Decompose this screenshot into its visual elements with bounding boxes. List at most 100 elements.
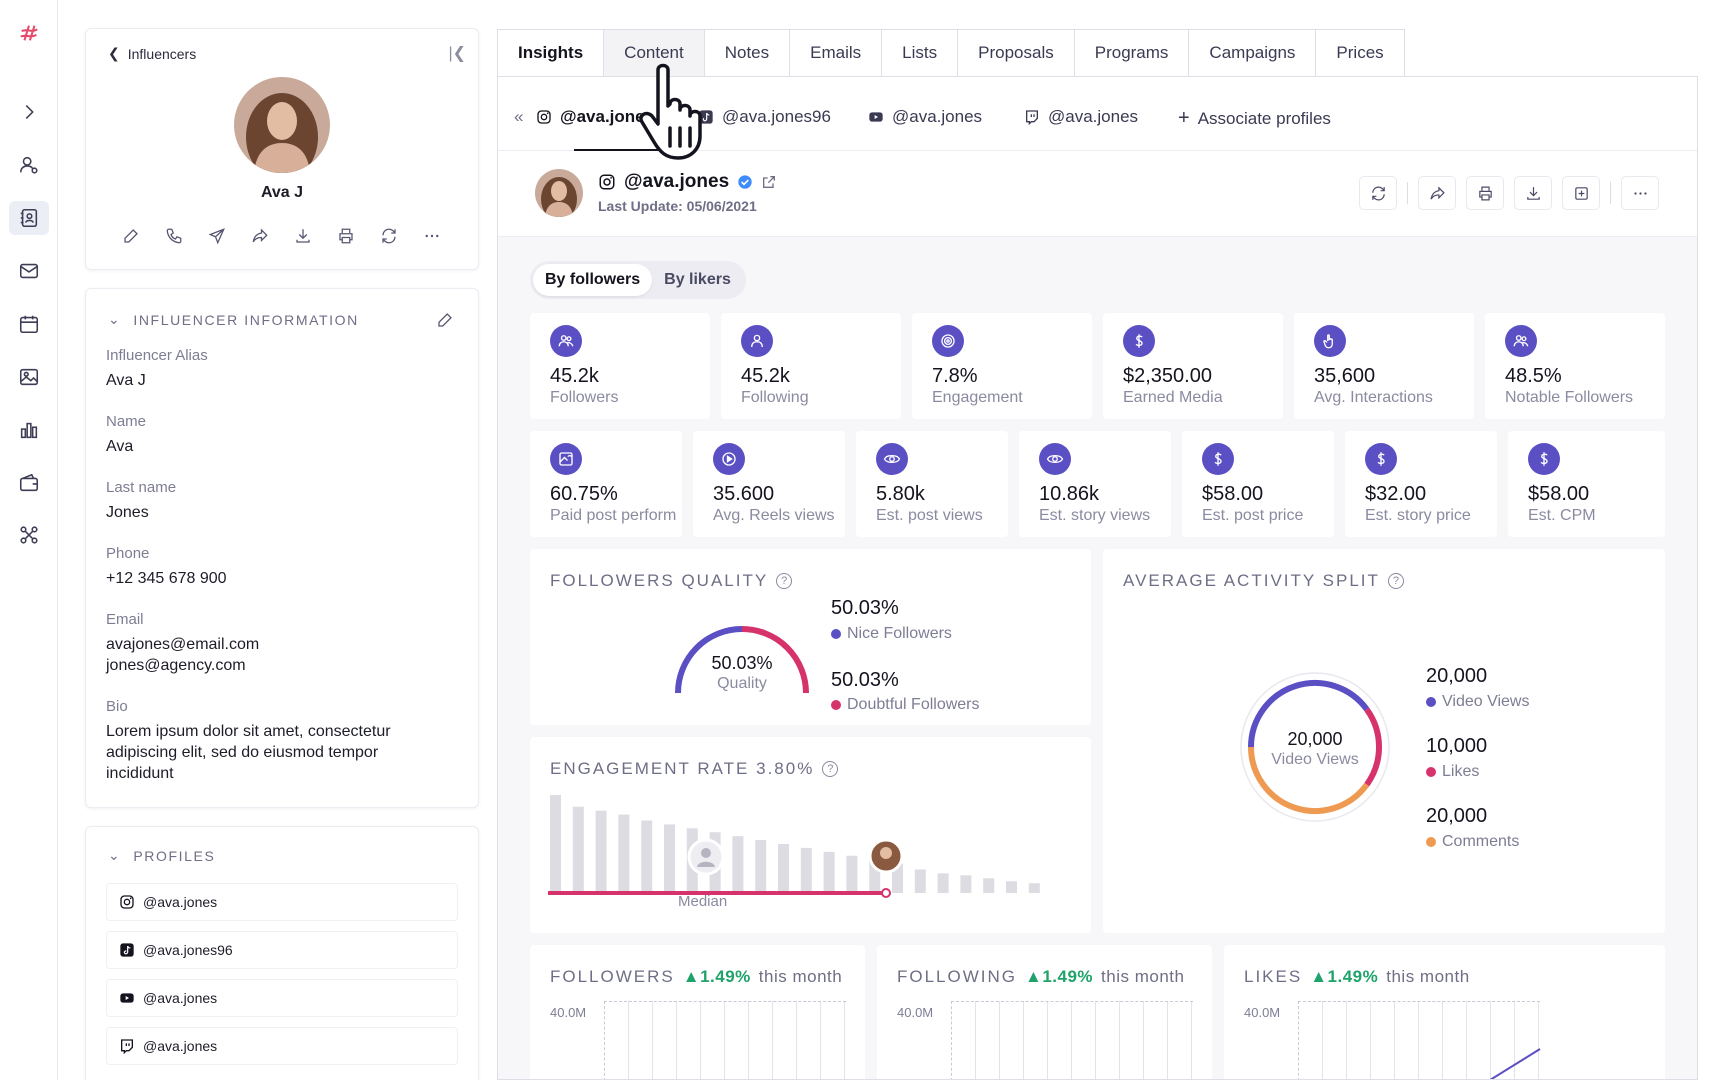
doubtful-followers-legend: Doubtful Followers xyxy=(831,696,980,714)
account-handle-text: @ava.jones xyxy=(624,171,730,192)
stat-value: 60.75% xyxy=(550,483,618,505)
field-value: Jones xyxy=(106,504,149,521)
phone-icon[interactable] xyxy=(163,225,185,247)
engagement-bar xyxy=(618,814,630,893)
image-icon[interactable] xyxy=(9,360,49,394)
median-person-body xyxy=(697,861,715,867)
avatar xyxy=(234,77,330,173)
change-suffix: this month xyxy=(1101,967,1185,986)
likes-legend: Likes xyxy=(1426,763,1479,781)
refresh-icon[interactable] xyxy=(378,225,400,247)
share-icon[interactable] xyxy=(1418,176,1456,210)
send-icon[interactable] xyxy=(206,225,228,247)
print-icon[interactable] xyxy=(1466,176,1504,210)
tab-campaigns[interactable]: Campaigns xyxy=(1189,29,1317,77)
following-icon xyxy=(741,325,773,357)
social-tab-twitch[interactable]: @ava.jones xyxy=(1024,107,1138,127)
social-tab-instagram[interactable]: @ava.jones xyxy=(536,107,654,127)
legend-dot xyxy=(1426,767,1436,777)
twitch-icon xyxy=(121,1039,133,1054)
profile-row-instagram[interactable]: @ava.jones xyxy=(106,883,458,921)
tab-prices[interactable]: Prices xyxy=(1316,29,1405,77)
median-person-icon xyxy=(701,848,711,858)
tab-programs[interactable]: Programs xyxy=(1074,29,1190,77)
collapse-panel-icon[interactable]: |❮ xyxy=(448,45,466,62)
quality-gauge xyxy=(675,626,809,694)
social-tab-youtube[interactable]: @ava.jones xyxy=(868,107,982,127)
wallet-icon[interactable] xyxy=(9,466,49,500)
stat-value: 5.80k xyxy=(876,483,925,505)
mini-chart-grid xyxy=(1298,1001,1540,1079)
eye-icon xyxy=(1039,443,1071,475)
share-icon[interactable] xyxy=(249,225,271,247)
engagement-bar xyxy=(595,810,607,893)
target-icon xyxy=(932,325,964,357)
stat-card-est-post-price: $58.00 Est. post price xyxy=(1182,431,1334,537)
instagram-icon xyxy=(120,895,134,909)
stat-label: Notable Followers xyxy=(1505,389,1634,406)
add-box-icon[interactable] xyxy=(1562,176,1600,210)
likes-value: 10,000 xyxy=(1426,735,1488,757)
more-icon[interactable] xyxy=(1621,176,1659,210)
integrations-icon[interactable] xyxy=(9,518,49,552)
panel-title-text: FOLLOWERS xyxy=(550,967,675,986)
following-growth-panel: FOLLOWING ▲1.49% this month 40.0M xyxy=(877,945,1212,1079)
stat-card-notable-followers: 48.5% Notable Followers xyxy=(1485,313,1665,419)
expand-icon[interactable] xyxy=(9,95,49,129)
profiles-section-header[interactable]: ⌄ PROFILES xyxy=(108,847,215,864)
social-tab-tiktok[interactable]: @ava.jones96 xyxy=(698,107,831,127)
profile-row-youtube[interactable]: @ava.jones xyxy=(106,979,458,1017)
calendar-icon[interactable] xyxy=(9,307,49,341)
back-link[interactable]: ❮ Influencers xyxy=(108,45,196,62)
tab-content[interactable]: Content xyxy=(604,29,705,77)
double-chevron-left-icon[interactable]: « xyxy=(514,107,524,126)
profile-row-twitch[interactable]: @ava.jones xyxy=(106,1027,458,1065)
engagement-bar xyxy=(892,863,903,893)
segment-by-followers[interactable]: By followers xyxy=(533,264,653,296)
print-icon[interactable] xyxy=(335,225,357,247)
more-icon[interactable] xyxy=(421,225,443,247)
stat-label: Est. CPM xyxy=(1528,507,1596,524)
external-link-icon[interactable] xyxy=(761,174,777,190)
segment-by-likers[interactable]: By likers xyxy=(664,271,731,288)
stat-card-est-post-views: 5.80k Est. post views xyxy=(856,431,1008,537)
edit-icon[interactable] xyxy=(434,309,456,331)
field-value-secondary: jones@agency.com xyxy=(106,657,246,674)
logo-icon[interactable] xyxy=(9,16,49,50)
eye-icon xyxy=(876,443,908,475)
followers-quality-panel: FOLLOWERS QUALITY ? 50.03% Quality 50.03… xyxy=(530,549,1091,725)
refresh-icon[interactable] xyxy=(1359,176,1397,210)
contacts-icon[interactable] xyxy=(9,201,49,235)
social-handle: @ava.jones xyxy=(1048,107,1139,126)
influencer-marker-face xyxy=(880,847,892,859)
stat-label: Avg. Interactions xyxy=(1314,389,1433,406)
tab-notes[interactable]: Notes xyxy=(704,29,791,77)
left-rail xyxy=(0,0,58,1080)
stat-card-avg-interactions: 35,600 Avg. Interactions xyxy=(1294,313,1474,419)
median-label: Median xyxy=(678,893,728,910)
help-icon[interactable]: ? xyxy=(776,573,793,589)
tab-emails[interactable]: Emails xyxy=(790,29,883,77)
engagement-bar xyxy=(664,824,675,893)
tab-lists[interactable]: Lists xyxy=(882,29,959,77)
download-icon[interactable] xyxy=(1514,176,1552,210)
tab-insights[interactable]: Insights xyxy=(497,29,605,77)
stat-value: 35,600 xyxy=(1314,365,1376,387)
associate-profiles-button[interactable]: + Associate profiles xyxy=(1178,107,1331,130)
tab-proposals[interactable]: Proposals xyxy=(958,29,1075,77)
info-section-header[interactable]: ⌄ INFLUENCER INFORMATION xyxy=(108,311,359,328)
field-phone: Phone +12 345 678 900 xyxy=(106,545,446,589)
field-label: Bio xyxy=(106,698,128,715)
gauge-segment-nice xyxy=(675,626,743,694)
help-icon[interactable]: ? xyxy=(822,761,839,777)
help-icon[interactable]: ? xyxy=(1387,573,1404,589)
mini-chart-grid xyxy=(951,1001,1193,1079)
chart-icon[interactable] xyxy=(9,413,49,447)
profile-row-tiktok[interactable]: @ava.jones96 xyxy=(106,931,458,969)
engagement-bar xyxy=(983,878,995,893)
user-icon[interactable] xyxy=(9,148,49,182)
mail-icon[interactable] xyxy=(9,254,49,288)
edit-icon[interactable] xyxy=(120,225,142,247)
engagement-bar xyxy=(641,820,653,893)
download-icon[interactable] xyxy=(292,225,314,247)
